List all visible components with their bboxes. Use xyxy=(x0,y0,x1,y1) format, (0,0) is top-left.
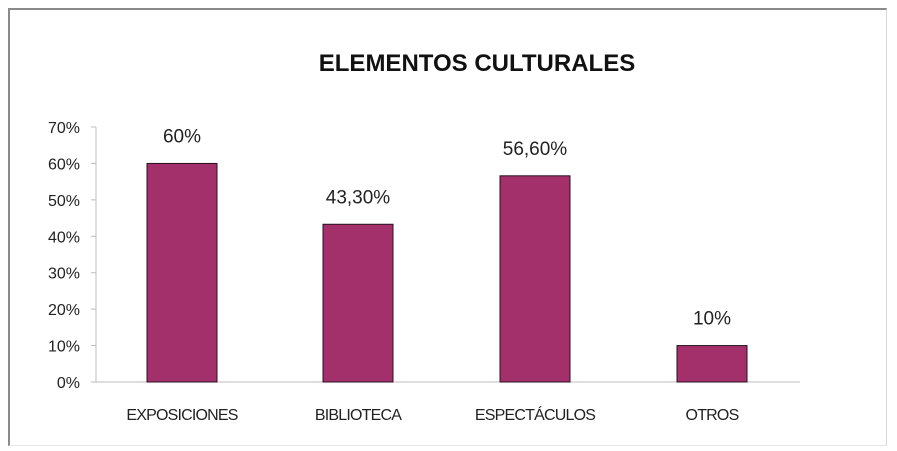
chart-title: ELEMENTOS CULTURALES xyxy=(319,50,635,77)
category-label: ESPECTÁCULOS xyxy=(475,405,595,424)
category-label: EXPOSICIONES xyxy=(126,407,237,424)
y-tick-label: 40% xyxy=(48,229,80,246)
y-tick-label: 0% xyxy=(57,375,80,392)
bar xyxy=(322,223,394,383)
y-tick-label: 70% xyxy=(48,120,80,137)
bar xyxy=(146,162,218,383)
y-tick-label: 60% xyxy=(48,156,80,173)
category-label: OTROS xyxy=(686,407,739,424)
y-tick-label: 30% xyxy=(48,266,80,283)
category-label: BIBLIOTECA xyxy=(315,407,402,424)
data-label: 10% xyxy=(693,309,731,330)
data-label: 43,30% xyxy=(326,187,391,208)
data-label: 56,60% xyxy=(503,139,568,160)
y-tick-label: 10% xyxy=(48,339,80,356)
bar xyxy=(499,175,571,383)
y-tick-label: 50% xyxy=(48,193,80,210)
bar xyxy=(676,345,748,383)
data-label: 60% xyxy=(163,126,201,147)
y-tick-label: 20% xyxy=(48,302,80,319)
